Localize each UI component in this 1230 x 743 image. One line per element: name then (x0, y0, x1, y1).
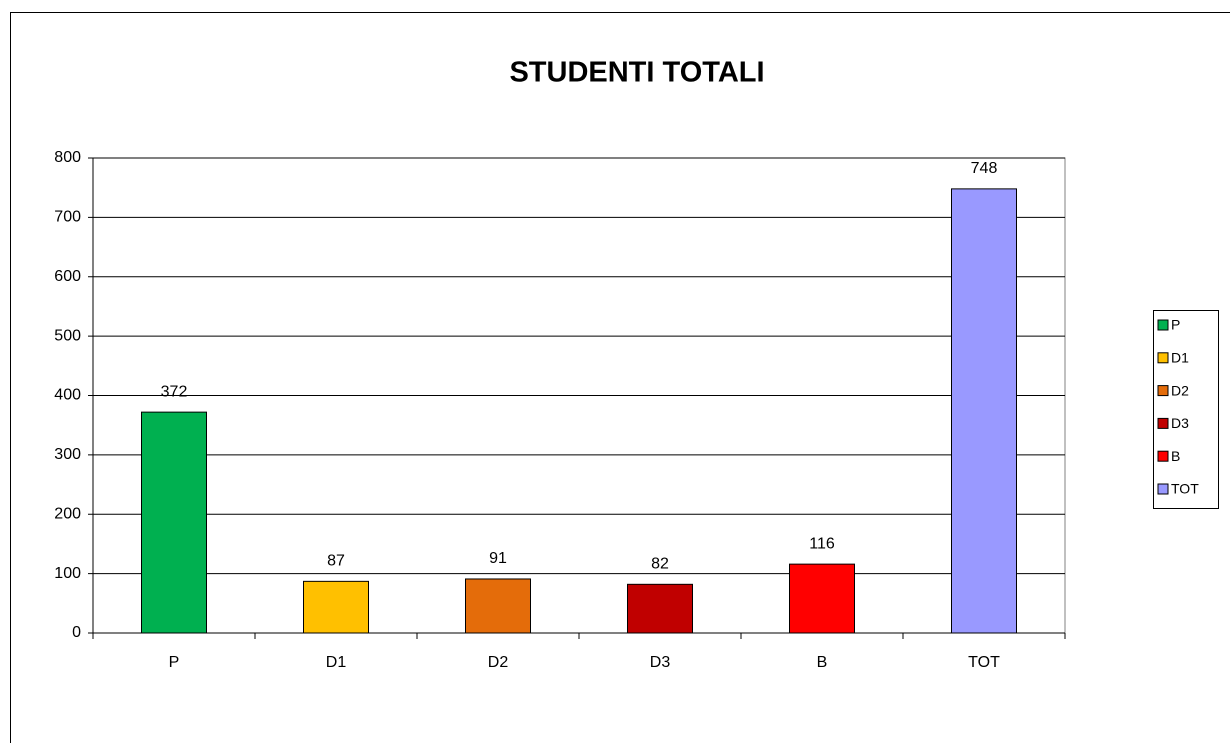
data-label: 748 (971, 160, 998, 177)
legend-swatch (1157, 385, 1169, 397)
legend-swatch (1157, 417, 1169, 429)
bar (303, 580, 369, 634)
y-tick-label: 500 (54, 327, 81, 344)
legend-swatch (1157, 450, 1169, 462)
x-tick-label: P (169, 654, 180, 671)
y-tick-label: 600 (54, 268, 81, 285)
legend-box (1153, 310, 1219, 509)
data-label: 87 (327, 553, 345, 570)
legend-label: D3 (1171, 415, 1189, 431)
bar (465, 578, 531, 634)
legend-label: D1 (1171, 350, 1189, 366)
x-tick-label: TOT (968, 654, 1000, 671)
legend-swatch (1157, 483, 1169, 495)
y-tick-label: 200 (54, 505, 81, 522)
legend-label: TOT (1171, 481, 1199, 497)
y-tick-label: 700 (54, 209, 81, 226)
x-tick-label: B (817, 654, 828, 671)
chart-title: STUDENTI TOTALI (509, 57, 764, 89)
bar (951, 188, 1017, 634)
legend-label: P (1171, 317, 1180, 333)
data-label: 91 (489, 550, 507, 567)
bar (141, 411, 207, 634)
y-tick-label: 0 (72, 624, 81, 641)
legend-label: D2 (1171, 382, 1189, 398)
legend-swatch (1157, 319, 1169, 331)
data-label: 116 (809, 535, 835, 552)
bar (789, 563, 855, 634)
data-label: 372 (161, 383, 188, 400)
x-tick-label: D1 (326, 654, 347, 671)
x-tick-label: D3 (650, 654, 671, 671)
y-tick-label: 100 (54, 565, 81, 582)
data-label: 82 (651, 556, 669, 573)
legend-swatch (1157, 352, 1169, 364)
x-tick-label: D2 (488, 654, 509, 671)
y-tick-label: 300 (54, 446, 81, 463)
bar (627, 583, 693, 634)
y-tick-label: 800 (54, 149, 81, 166)
legend-label: B (1171, 448, 1180, 464)
y-tick-label: 400 (54, 387, 81, 404)
